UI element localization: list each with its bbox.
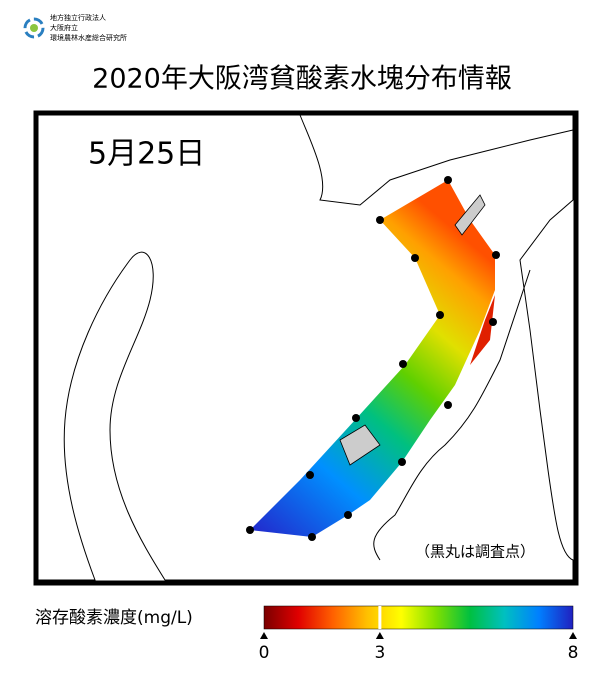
map-date: 5月25日	[88, 137, 205, 172]
title: 2020年大阪湾貧酸素水塊分布情報	[92, 64, 512, 95]
tick-mark	[260, 632, 268, 639]
tick-mark	[375, 632, 384, 639]
logo-icon	[23, 17, 45, 39]
colorbar-label: 溶存酸素濃度(mg/L)	[35, 608, 193, 628]
logo-text: 地方独立行政法人	[50, 13, 106, 22]
tick-label: 3	[374, 643, 385, 663]
logo-text: 環境農林水産総合研究所	[50, 33, 127, 42]
logo-text: 大阪府立	[50, 23, 78, 32]
colorbar-scale	[263, 605, 574, 630]
tick-label: 0	[259, 643, 270, 663]
map-note: （黒丸は調査点）	[415, 543, 535, 561]
tick-mark	[569, 632, 577, 639]
tick-label: 8	[568, 643, 579, 663]
map: 5月25日 （黒丸は調査点）	[33, 110, 579, 586]
colorbar: 0 3 8	[259, 605, 579, 663]
